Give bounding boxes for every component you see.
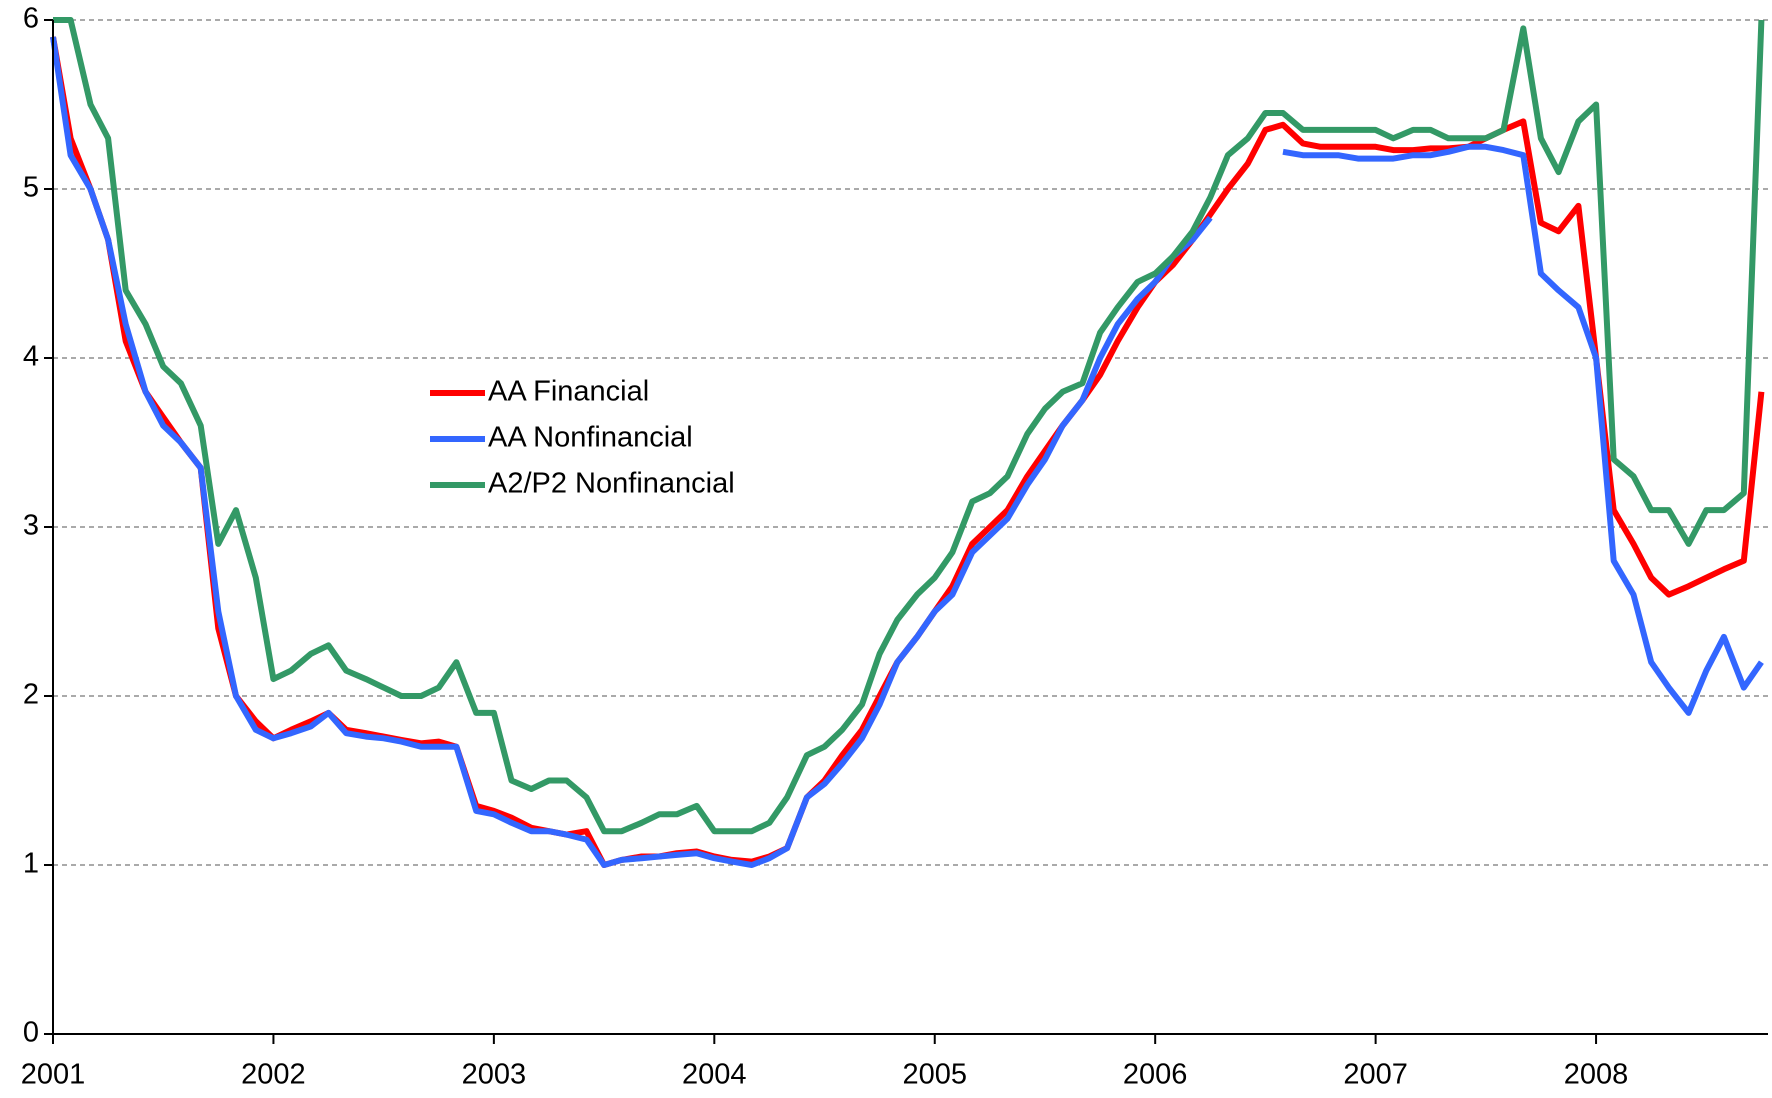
x-tick-label: 2008 xyxy=(1564,1059,1629,1091)
y-tick-label: 4 xyxy=(23,341,39,373)
legend: AA Financial AA Nonfinancial A2/P2 Nonfina… xyxy=(430,376,735,500)
y-tick-label: 1 xyxy=(23,848,39,880)
legend-label: AA Nonfinancial xyxy=(488,422,693,454)
y-tick-label: 6 xyxy=(23,3,39,35)
series-line xyxy=(50,36,1764,868)
y-tick-label: 3 xyxy=(23,510,39,542)
series-line xyxy=(50,36,1765,868)
legend-label: AA Financial xyxy=(488,376,649,408)
x-tick-label: 2004 xyxy=(682,1059,747,1091)
x-tick-label: 2002 xyxy=(241,1059,306,1091)
x-tick-label: 2006 xyxy=(1123,1059,1188,1091)
y-tick-label: 2 xyxy=(23,679,39,711)
legend-label: A2/P2 Nonfinancial xyxy=(488,468,735,500)
x-tick-label: 2007 xyxy=(1343,1059,1408,1091)
x-tick-label: 2005 xyxy=(902,1059,967,1091)
y-tick-label: 0 xyxy=(23,1017,39,1049)
y-tick-label: 5 xyxy=(23,172,39,204)
x-tick-label: 2003 xyxy=(462,1059,527,1091)
series-line xyxy=(53,17,1765,835)
x-tick-label: 2001 xyxy=(21,1059,86,1091)
